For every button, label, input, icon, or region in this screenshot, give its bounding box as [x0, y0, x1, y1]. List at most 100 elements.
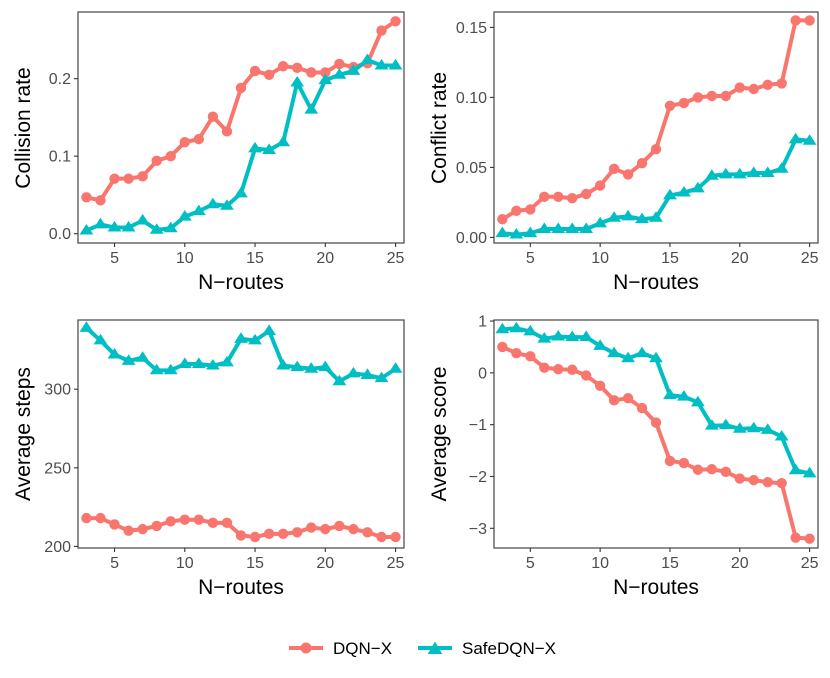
conflict-rate-x-tick-label: 20	[731, 250, 749, 267]
average-score-point-dqn	[804, 533, 815, 544]
average-score-point-dqn	[594, 380, 606, 392]
collision-rate-x-tick-label: 25	[387, 250, 405, 267]
average-score-y-tick-label: 0	[478, 365, 487, 382]
collision-rate-point-dqn	[235, 82, 247, 94]
average-score-point-safedqn	[718, 418, 733, 430]
average-score-point-safedqn	[635, 346, 649, 358]
average-steps-point-safedqn	[205, 359, 220, 370]
average-steps-y-axis-title: Average steps	[12, 367, 35, 501]
collision-rate-x-tick-label: 15	[246, 250, 264, 267]
average-score-point-dqn	[692, 464, 704, 475]
conflict-rate-x-tick-label: 5	[526, 250, 535, 267]
conflict-rate-point-dqn	[511, 205, 522, 216]
average-steps-point-dqn	[221, 517, 233, 529]
conflict-rate-point-safedqn	[677, 186, 691, 197]
average-score-point-safedqn	[677, 390, 691, 401]
average-score-x-tick-label: 20	[731, 555, 749, 572]
collision-rate-point-safedqn	[318, 73, 333, 85]
conflict-rate-point-dqn	[748, 83, 759, 95]
average-score-point-dqn	[776, 478, 787, 489]
average-score-point-safedqn	[523, 324, 538, 336]
average-score-point-safedqn	[607, 346, 622, 358]
conflict-rate-y-axis-title: Conflict rate	[428, 72, 451, 184]
average-score-point-safedqn	[495, 322, 510, 334]
collision-rate-point-dqn	[306, 67, 317, 78]
average-score-point-safedqn	[565, 330, 580, 342]
collision-rate-point-dqn	[320, 67, 331, 78]
average-score-point-dqn	[748, 474, 759, 486]
conflict-rate-point-dqn	[525, 204, 536, 215]
average-steps-point-dqn	[306, 522, 317, 533]
panel-average-steps: 5 10 15 20 25 200 250 300 N−routes Average steps	[12, 319, 405, 599]
average-steps-point-dqn	[207, 517, 219, 529]
average-steps-point-dqn	[362, 527, 373, 538]
panel-conflict-rate: 5 10 15 20 25 0.00 0.05 0.10 0.15 N−routes Conflic…	[428, 11, 819, 294]
average-steps-point-dqn	[320, 523, 331, 535]
average-steps-point-dqn	[249, 531, 261, 543]
panel-average-score: 5 10 15 20 25 −3 −2 −1 0 1 N−routes Average score	[428, 314, 819, 599]
collision-rate-point-dqn	[277, 61, 289, 72]
collision-rate-x-tick-label: 10	[176, 250, 194, 267]
average-steps-point-dqn	[348, 523, 359, 535]
conflict-rate-x-tick-label: 25	[801, 250, 819, 267]
conflict-rate-point-dqn	[720, 90, 732, 102]
collision-rate-point-dqn	[390, 16, 401, 27]
conflict-rate-point-safedqn	[690, 181, 705, 193]
average-steps-point-safedqn	[149, 363, 164, 375]
conflict-rate-point-safedqn	[760, 166, 775, 177]
average-steps-point-safedqn	[79, 321, 94, 332]
average-steps-point-safedqn	[388, 362, 403, 373]
collision-rate-point-safedqn	[121, 220, 136, 232]
average-score-point-safedqn	[760, 423, 775, 434]
average-score-point-dqn	[664, 455, 676, 467]
collision-rate-y-axis-title: Collision rate	[12, 67, 35, 188]
collision-rate-x-tick-label: 5	[110, 250, 119, 267]
average-score-point-safedqn	[579, 330, 594, 342]
conflict-rate-point-dqn	[580, 188, 592, 200]
collision-rate-point-safedqn	[276, 135, 291, 147]
average-steps-point-safedqn	[191, 357, 206, 368]
average-score-point-safedqn	[690, 395, 705, 407]
collision-rate-series-line-dqn	[85, 19, 397, 203]
average-steps-point-dqn	[81, 512, 92, 524]
conflict-rate-y-tick-label: 0.10	[456, 90, 487, 107]
average-steps-point-safedqn	[107, 347, 122, 359]
conflict-rate-point-dqn	[497, 214, 508, 225]
collision-rate-point-safedqn	[332, 68, 347, 79]
average-score-point-dqn	[636, 402, 648, 414]
conflict-rate-point-dqn	[594, 180, 606, 191]
conflict-rate-point-safedqn	[746, 166, 761, 177]
average-score-x-tick-label: 15	[661, 555, 679, 572]
conflict-rate-point-dqn	[762, 79, 773, 91]
average-steps-point-safedqn	[248, 333, 262, 345]
collision-rate-point-dqn	[95, 195, 106, 206]
average-score-y-tick-label: −3	[469, 521, 487, 538]
collision-rate-y-tick-label: 0.1	[49, 149, 71, 166]
average-steps-point-dqn	[292, 527, 303, 538]
average-steps-panel-border	[77, 319, 405, 549]
collision-rate-point-safedqn	[220, 199, 234, 210]
conflict-rate-point-dqn	[790, 15, 801, 26]
average-score-point-safedqn	[663, 388, 677, 400]
legend-label-safedqn: SafeDQN−X	[462, 639, 556, 658]
average-steps-point-dqn	[334, 520, 345, 532]
average-steps-point-safedqn	[374, 371, 389, 383]
average-steps-point-dqn	[137, 523, 148, 535]
conflict-rate-point-safedqn	[495, 226, 510, 238]
conflict-rate-y-tick-label: 0.00	[456, 230, 487, 247]
average-steps-point-safedqn	[93, 333, 108, 345]
conflict-rate-point-safedqn	[704, 169, 719, 180]
average-steps-point-safedqn	[177, 357, 192, 368]
average-steps-point-safedqn	[332, 374, 347, 386]
conflict-rate-point-safedqn	[593, 216, 608, 228]
average-score-x-tick-label: 5	[526, 555, 535, 572]
collision-rate-point-dqn	[263, 69, 275, 80]
conflict-rate-point-safedqn	[802, 134, 817, 145]
average-steps-point-dqn	[123, 525, 134, 536]
average-score-point-safedqn	[704, 419, 719, 430]
average-score-point-dqn	[706, 464, 718, 475]
average-score-point-dqn	[608, 395, 620, 406]
average-score-point-safedqn	[802, 466, 817, 478]
average-steps-point-dqn	[193, 514, 205, 525]
